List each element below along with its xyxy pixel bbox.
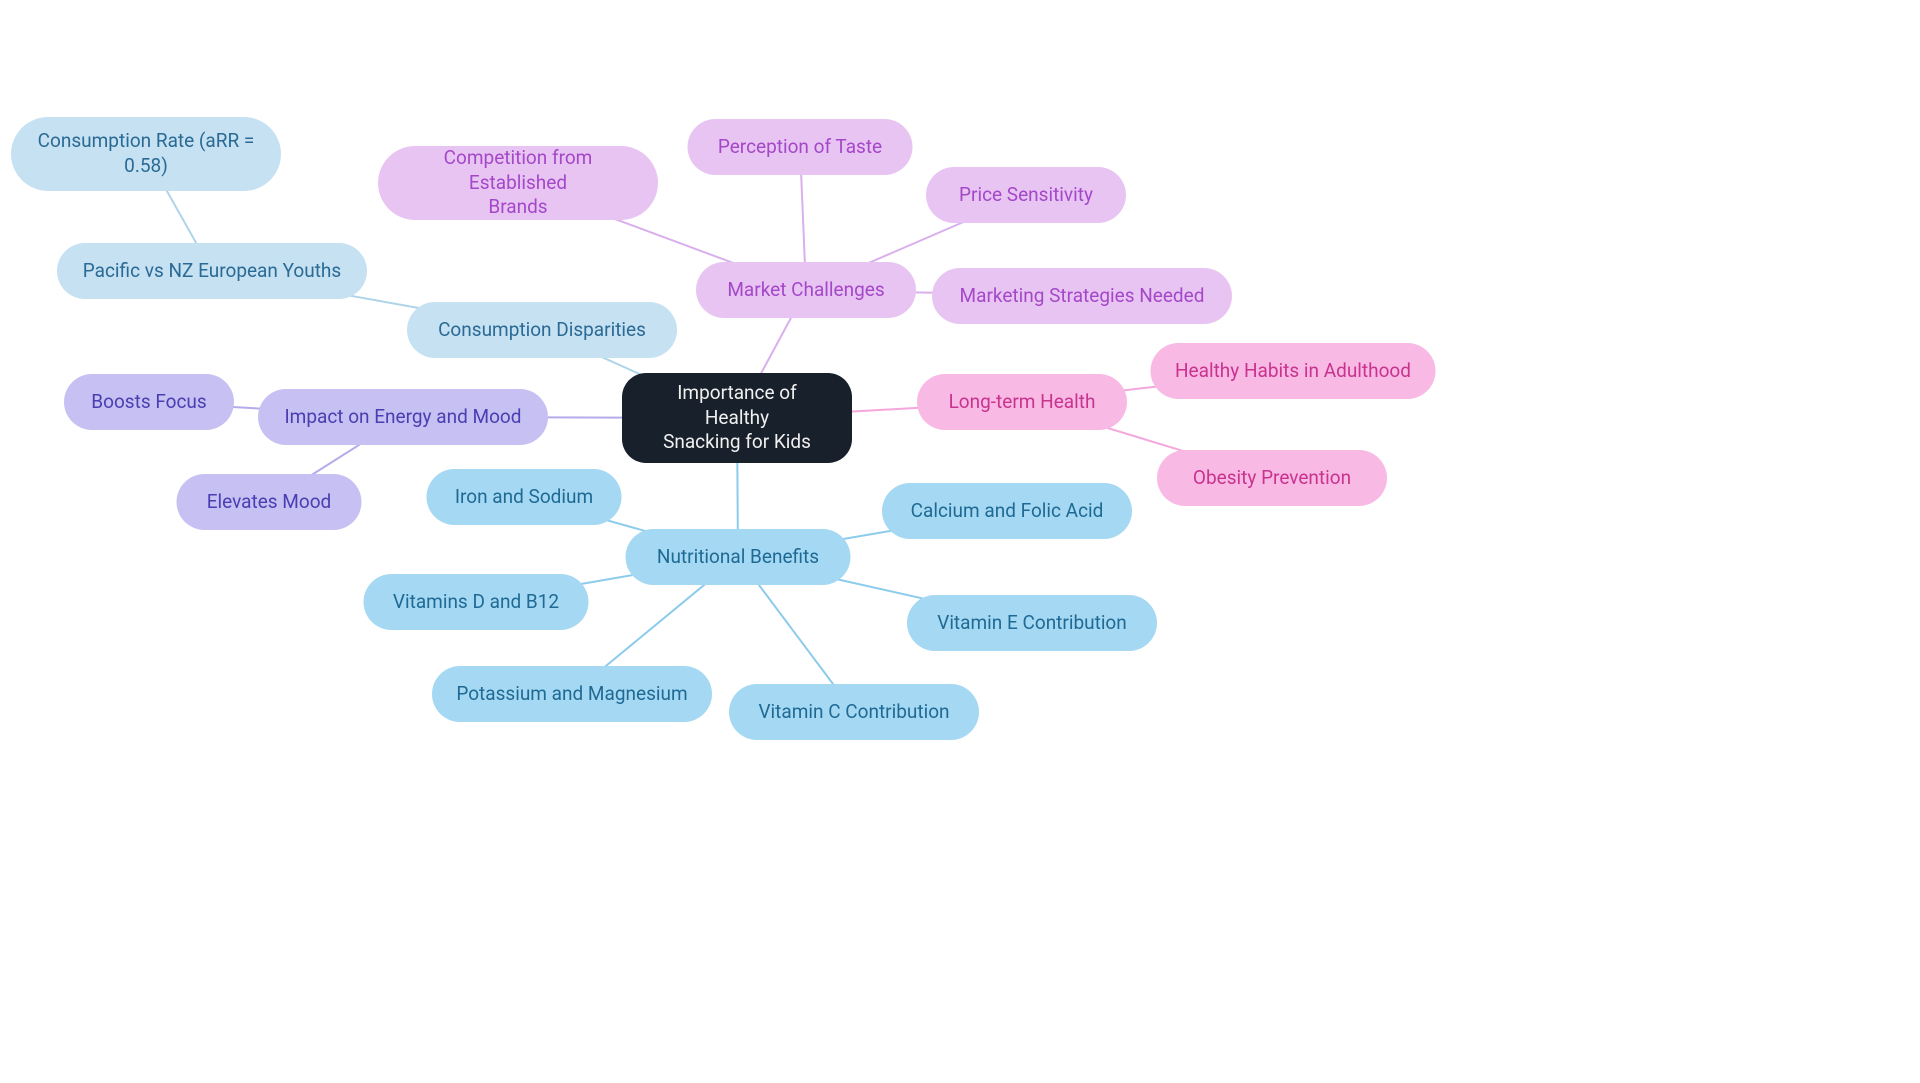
node-longterm: Long-term Health (917, 374, 1127, 430)
node-label: Elevates Mood (207, 490, 332, 515)
node-market: Market Challenges (696, 262, 916, 318)
node-label: Vitamin C Contribution (758, 700, 949, 725)
node-nutri-e: Vitamin E Contribution (907, 595, 1157, 651)
node-label: Iron and Sodium (455, 485, 593, 510)
node-label: Price Sensitivity (959, 183, 1093, 208)
node-label: Pacific vs NZ European Youths (83, 259, 341, 284)
node-label: Perception of Taste (718, 135, 882, 160)
node-market-comp: Competition from Established Brands (378, 146, 658, 220)
node-nutri-cal: Calcium and Folic Acid (882, 483, 1132, 539)
node-label: Marketing Strategies Needed (960, 284, 1205, 309)
node-label: Obesity Prevention (1193, 466, 1351, 491)
node-disp-rate: Consumption Rate (aRR = 0.58) (11, 117, 281, 191)
node-lt-obesity: Obesity Prevention (1157, 450, 1387, 506)
node-disp-pac: Pacific vs NZ European Youths (57, 243, 367, 299)
node-impact-mood: Elevates Mood (177, 474, 362, 530)
node-nutri-iron: Iron and Sodium (427, 469, 622, 525)
node-label: Boosts Focus (91, 390, 206, 415)
node-disp: Consumption Disparities (407, 302, 677, 358)
node-label: Vitamins D and B12 (393, 590, 559, 615)
node-label: Nutritional Benefits (657, 545, 819, 570)
mindmap-edges (0, 0, 1920, 1083)
node-label: Healthy Habits in Adulthood (1175, 359, 1411, 384)
node-label: Consumption Rate (aRR = 0.58) (38, 129, 255, 178)
node-label: Potassium and Magnesium (456, 682, 687, 707)
node-label: Vitamin E Contribution (937, 611, 1127, 636)
node-label: Long-term Health (949, 390, 1096, 415)
node-lt-habits: Healthy Habits in Adulthood (1151, 343, 1436, 399)
node-label: Consumption Disparities (438, 318, 646, 343)
node-impact: Impact on Energy and Mood (258, 389, 548, 445)
node-nutri-pot-mag: Potassium and Magnesium (432, 666, 712, 722)
node-market-strat: Marketing Strategies Needed (932, 268, 1232, 324)
node-market-price: Price Sensitivity (926, 167, 1126, 223)
node-market-taste: Perception of Taste (688, 119, 913, 175)
node-root: Importance of Healthy Snacking for Kids (622, 373, 852, 463)
node-nutri: Nutritional Benefits (626, 529, 851, 585)
node-label: Competition from Established Brands (402, 146, 634, 220)
node-impact-focus: Boosts Focus (64, 374, 234, 430)
node-label: Importance of Healthy Snacking for Kids (646, 381, 828, 455)
node-label: Impact on Energy and Mood (285, 405, 522, 430)
node-nutri-c: Vitamin C Contribution (729, 684, 979, 740)
node-label: Calcium and Folic Acid (911, 499, 1104, 524)
node-nutri-d-b12: Vitamins D and B12 (364, 574, 589, 630)
node-label: Market Challenges (727, 278, 884, 303)
